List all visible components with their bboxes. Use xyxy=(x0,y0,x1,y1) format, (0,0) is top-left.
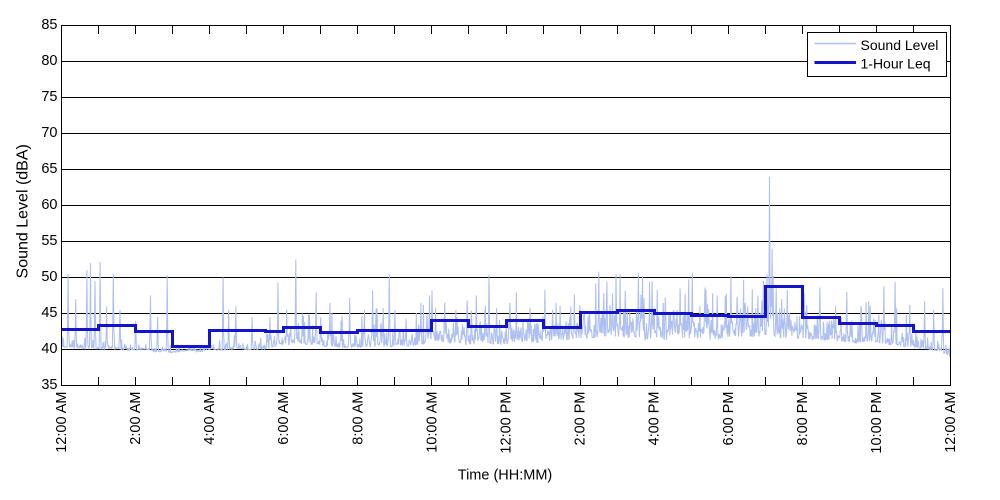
svg-text:4:00 PM: 4:00 PM xyxy=(647,392,663,446)
svg-text:Sound Level (dBA): Sound Level (dBA) xyxy=(14,144,31,278)
svg-text:Sound Level: Sound Level xyxy=(861,37,939,53)
svg-text:12:00 PM: 12:00 PM xyxy=(499,392,515,454)
svg-text:12:00 AM: 12:00 AM xyxy=(54,392,70,453)
svg-text:8:00 PM: 8:00 PM xyxy=(795,392,811,446)
svg-text:6:00 PM: 6:00 PM xyxy=(721,392,737,446)
svg-text:35: 35 xyxy=(41,377,57,393)
svg-text:80: 80 xyxy=(41,53,57,69)
svg-text:70: 70 xyxy=(41,125,57,141)
svg-text:2:00 PM: 2:00 PM xyxy=(573,392,589,446)
svg-text:10:00 PM: 10:00 PM xyxy=(869,392,885,454)
svg-text:4:00 AM: 4:00 AM xyxy=(202,392,218,445)
svg-text:6:00 AM: 6:00 AM xyxy=(276,392,292,445)
svg-text:Time (HH:MM): Time (HH:MM) xyxy=(458,468,553,484)
svg-text:50: 50 xyxy=(41,269,57,285)
svg-text:65: 65 xyxy=(41,161,57,177)
svg-text:55: 55 xyxy=(41,233,57,249)
svg-text:8:00 AM: 8:00 AM xyxy=(350,392,366,445)
svg-text:45: 45 xyxy=(41,305,57,321)
svg-text:40: 40 xyxy=(41,341,57,357)
svg-text:12:00 AM: 12:00 AM xyxy=(943,392,959,453)
svg-text:60: 60 xyxy=(41,197,57,213)
svg-text:2:00 AM: 2:00 AM xyxy=(128,392,144,445)
svg-text:10:00 AM: 10:00 AM xyxy=(424,392,440,453)
svg-text:85: 85 xyxy=(41,17,57,33)
svg-text:75: 75 xyxy=(41,89,57,105)
svg-text:1-Hour Leq: 1-Hour Leq xyxy=(861,56,931,72)
